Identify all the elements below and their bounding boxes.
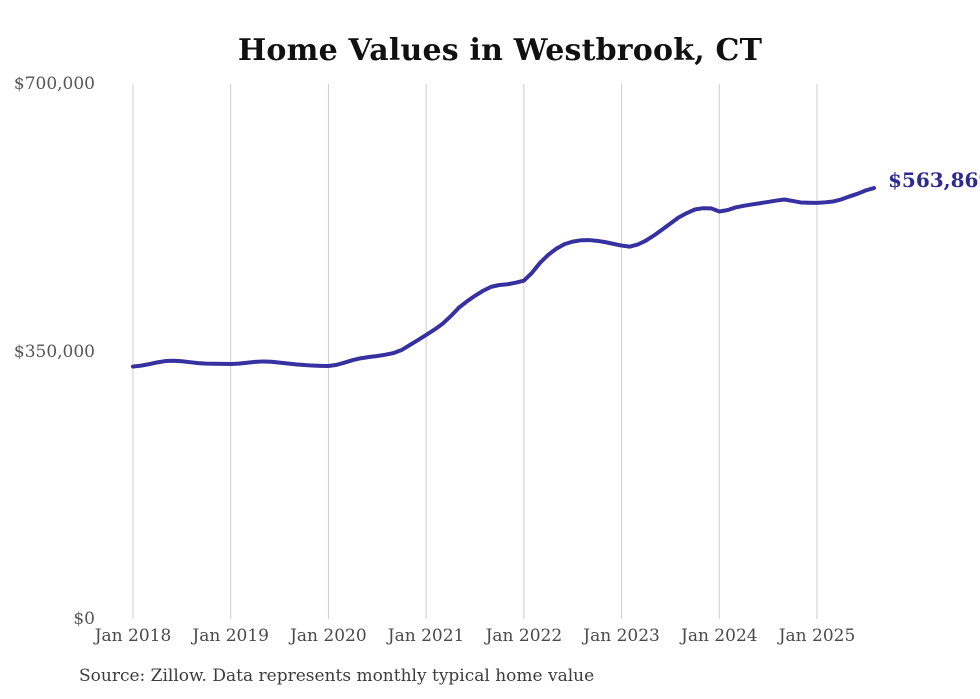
x-axis-label-jan-2020: Jan 2020 xyxy=(290,626,367,646)
x-axis-label-jan-2024: Jan 2024 xyxy=(681,626,758,646)
home-value-series-line xyxy=(131,186,876,369)
end-value-label: $563,869 xyxy=(888,168,980,193)
y-axis-label-700000: $700,000 xyxy=(13,74,95,94)
x-axis-label-jan-2018: Jan 2018 xyxy=(94,626,172,646)
source-note: Source: Zillow. Data represents monthly … xyxy=(79,666,595,686)
x-axis-label-jan-2025: Jan 2025 xyxy=(778,626,856,646)
x-axis-label-jan-2019: Jan 2019 xyxy=(192,626,269,646)
y-axis-label-350000: $350,000 xyxy=(13,341,95,362)
x-axis-label-jan-2023: Jan 2023 xyxy=(583,626,660,646)
chart-title: Home Values in Westbrook, CT xyxy=(237,33,763,68)
x-axis-label-jan-2022: Jan 2022 xyxy=(485,626,563,646)
y-axis-label-0: $0 xyxy=(73,609,95,629)
x-axis-label-jan-2021: Jan 2021 xyxy=(387,626,465,646)
